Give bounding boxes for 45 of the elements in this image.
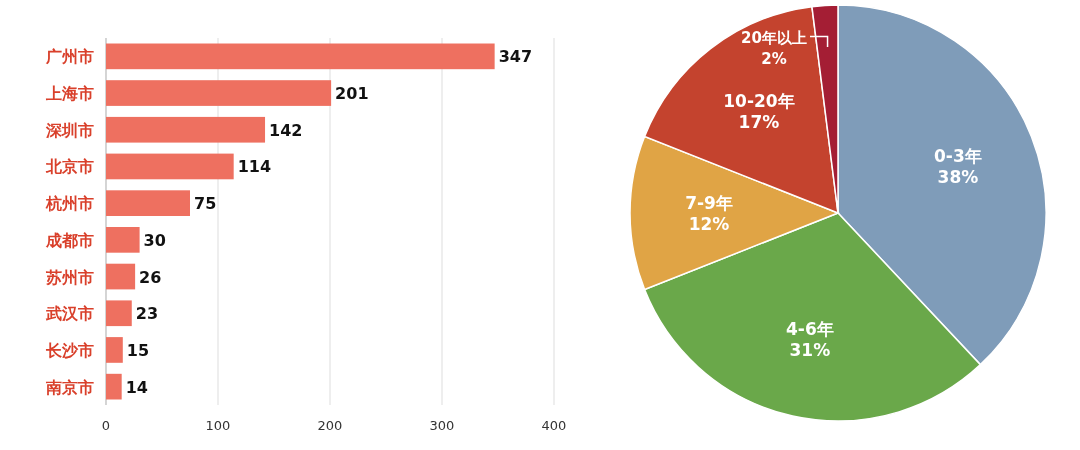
bar bbox=[106, 373, 122, 400]
data-label: 347 bbox=[498, 47, 533, 67]
x-tick-label: 0 bbox=[101, 418, 111, 433]
data-label: 2% bbox=[761, 49, 787, 68]
y-tick-label: 南京市 bbox=[45, 377, 94, 397]
data-label: 142 bbox=[269, 120, 303, 140]
y-tick-label: 北京市 bbox=[45, 157, 94, 177]
bar bbox=[106, 337, 123, 363]
slice-label: 4-6年 bbox=[786, 318, 834, 339]
data-label: 15 bbox=[126, 340, 150, 360]
data-label: 30 bbox=[143, 230, 166, 250]
data-label: 201 bbox=[335, 84, 369, 104]
y-tick-label: 成都市 bbox=[45, 230, 94, 250]
y-tick-label: 苏州市 bbox=[45, 267, 94, 287]
bar bbox=[106, 153, 234, 180]
bar bbox=[106, 80, 332, 106]
y-tick-label: 武汉市 bbox=[45, 304, 94, 324]
x-tick-label: 400 bbox=[541, 418, 567, 433]
y-tick-label: 长沙市 bbox=[45, 340, 94, 360]
x-tick-label: 300 bbox=[429, 418, 455, 433]
y-tick-label: 深圳市 bbox=[45, 120, 94, 140]
bar bbox=[106, 300, 132, 327]
slice-label: 0-3年 bbox=[934, 145, 982, 166]
bar bbox=[106, 227, 140, 253]
data-label: 14 bbox=[125, 377, 148, 397]
data-label: 114 bbox=[237, 157, 272, 177]
data-label: 17% bbox=[738, 112, 780, 133]
bar bbox=[106, 43, 495, 70]
data-label: 12% bbox=[688, 214, 730, 234]
x-tick-label: 200 bbox=[317, 418, 343, 433]
bar bbox=[106, 263, 136, 290]
data-label: 75 bbox=[194, 194, 217, 214]
data-label: 38% bbox=[937, 166, 979, 187]
data-label: 26 bbox=[139, 267, 162, 287]
data-label: 31% bbox=[789, 339, 831, 360]
slice-label: 7-9年 bbox=[685, 193, 733, 213]
y-tick-label: 上海市 bbox=[45, 84, 94, 104]
bar bbox=[106, 190, 190, 216]
y-tick-label: 杭州市 bbox=[45, 194, 94, 214]
x-tick-label: 100 bbox=[205, 418, 231, 433]
bar bbox=[106, 116, 266, 143]
slice-label: 20年以上 bbox=[741, 28, 807, 47]
slice-label: 10-20年 bbox=[723, 91, 795, 112]
data-label: 23 bbox=[135, 304, 159, 324]
y-tick-label: 广州市 bbox=[45, 47, 94, 67]
